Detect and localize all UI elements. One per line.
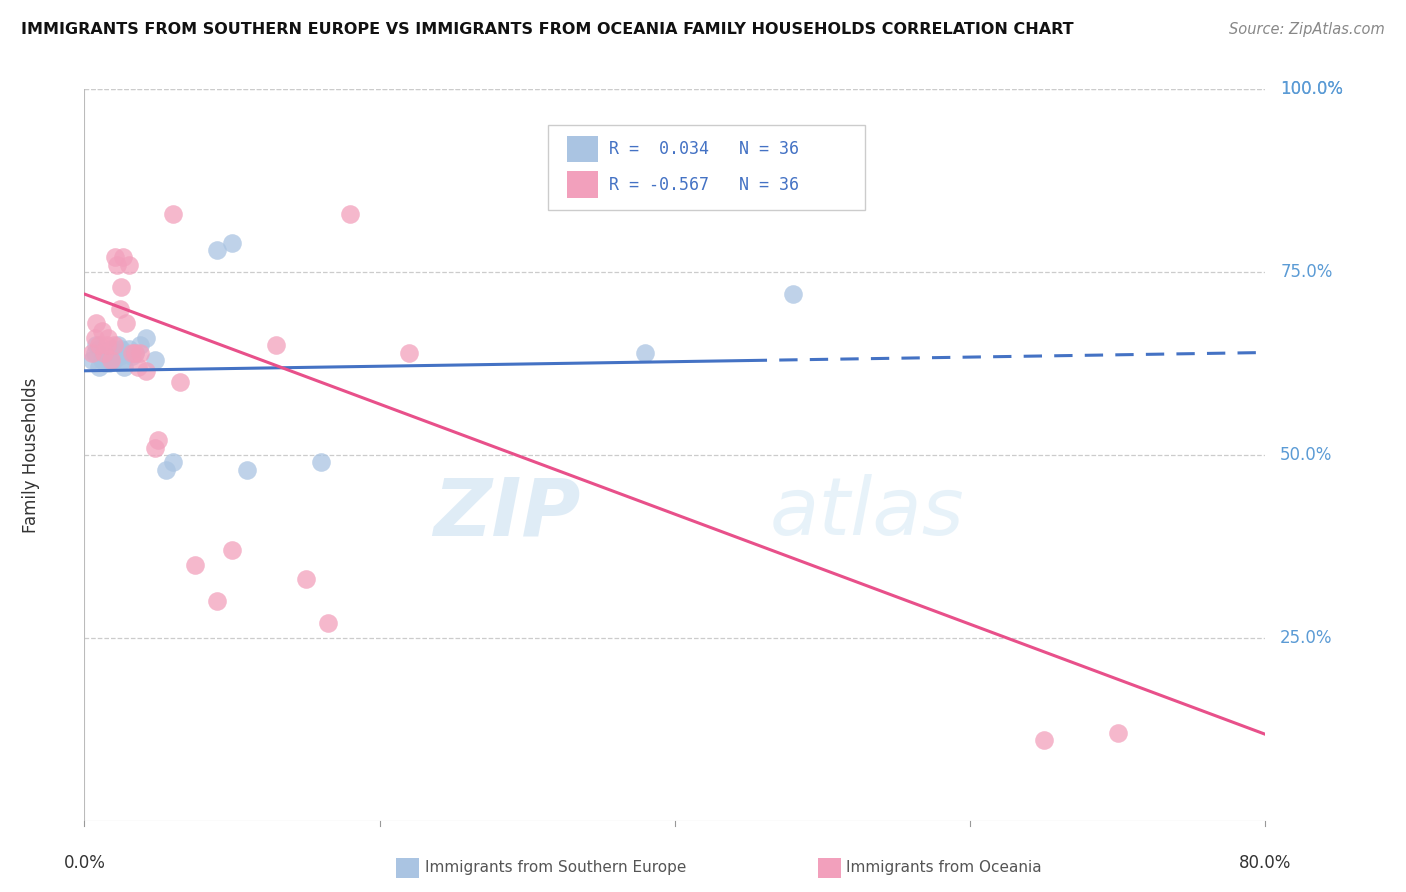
Point (112, 360, 135, 375)
Point (121, 345, 143, 359)
Point (129, 338, 152, 352)
Point (316, 616, 339, 631)
Point (339, 206, 361, 220)
Point (135, 331, 157, 345)
Point (103, 338, 125, 352)
Point (169, 375, 191, 389)
Text: Immigrants from Oceania: Immigrants from Oceania (846, 860, 1042, 874)
Point (127, 360, 149, 375)
Point (101, 342, 124, 356)
Point (83, 345, 105, 359)
Point (96, 338, 118, 352)
Point (108, 301, 131, 316)
Point (143, 441, 166, 455)
Point (105, 345, 128, 359)
Point (221, 235, 243, 250)
Point (1032, 733, 1054, 747)
Point (103, 352, 125, 367)
Point (104, 251, 127, 265)
Text: atlas: atlas (769, 475, 965, 552)
Point (87, 338, 111, 352)
Point (107, 338, 129, 352)
Text: R =  0.034   N = 36: R = 0.034 N = 36 (609, 140, 799, 158)
Point (398, 345, 420, 359)
Point (96, 349, 118, 363)
Text: R = -0.567   N = 36: R = -0.567 N = 36 (609, 176, 799, 194)
Text: 0.0%: 0.0% (63, 854, 105, 871)
Point (100, 349, 122, 363)
Point (135, 364, 157, 378)
Point (80, 345, 103, 359)
Point (108, 349, 131, 363)
Point (162, 455, 184, 469)
Point (104, 349, 127, 363)
Point (83, 331, 105, 345)
Text: Source: ZipAtlas.com: Source: ZipAtlas.com (1229, 22, 1385, 37)
Text: Immigrants from Southern Europe: Immigrants from Southern Europe (425, 860, 686, 874)
Point (80, 352, 103, 367)
Point (184, 558, 207, 572)
Text: 80.0%: 80.0% (1239, 854, 1292, 871)
Point (91, 324, 114, 338)
Point (84, 338, 107, 352)
Text: 100.0%: 100.0% (1281, 80, 1343, 98)
Point (634, 345, 657, 359)
Point (295, 572, 318, 586)
Point (114, 345, 136, 359)
Point (94, 356, 117, 371)
Text: 100.0%: 100.0% (1281, 80, 1343, 98)
Point (121, 349, 143, 363)
Point (93, 345, 115, 359)
Point (148, 434, 170, 448)
Point (105, 258, 128, 272)
Point (155, 462, 177, 476)
Point (118, 342, 141, 356)
Point (93, 345, 115, 359)
Point (97, 345, 120, 359)
Point (84, 316, 107, 330)
Point (124, 345, 146, 359)
Point (309, 455, 332, 469)
Point (111, 251, 134, 265)
Text: 50.0%: 50.0% (1281, 446, 1333, 464)
Point (111, 352, 134, 367)
Point (124, 345, 146, 359)
Point (162, 206, 184, 220)
Text: IMMIGRANTS FROM SOUTHERN EUROPE VS IMMIGRANTS FROM OCEANIA FAMILY HOUSEHOLDS COR: IMMIGRANTS FROM SOUTHERN EUROPE VS IMMIG… (21, 22, 1074, 37)
Text: Family Households: Family Households (22, 377, 41, 533)
Text: 75.0%: 75.0% (1281, 263, 1333, 281)
Point (1107, 726, 1129, 740)
Point (205, 594, 228, 608)
Point (143, 352, 166, 367)
Point (205, 243, 228, 257)
Point (97, 331, 120, 345)
Point (782, 287, 804, 301)
Text: ZIP: ZIP (433, 475, 581, 552)
Point (110, 342, 132, 356)
Point (87, 360, 111, 375)
Point (221, 543, 243, 558)
Point (235, 462, 259, 476)
Text: 25.0%: 25.0% (1281, 629, 1333, 647)
Point (87, 342, 111, 356)
Point (110, 279, 132, 293)
Point (100, 352, 122, 367)
Point (98, 356, 121, 371)
Point (114, 316, 136, 330)
Point (264, 338, 288, 352)
Point (129, 345, 152, 359)
Point (118, 258, 141, 272)
Point (91, 352, 114, 367)
